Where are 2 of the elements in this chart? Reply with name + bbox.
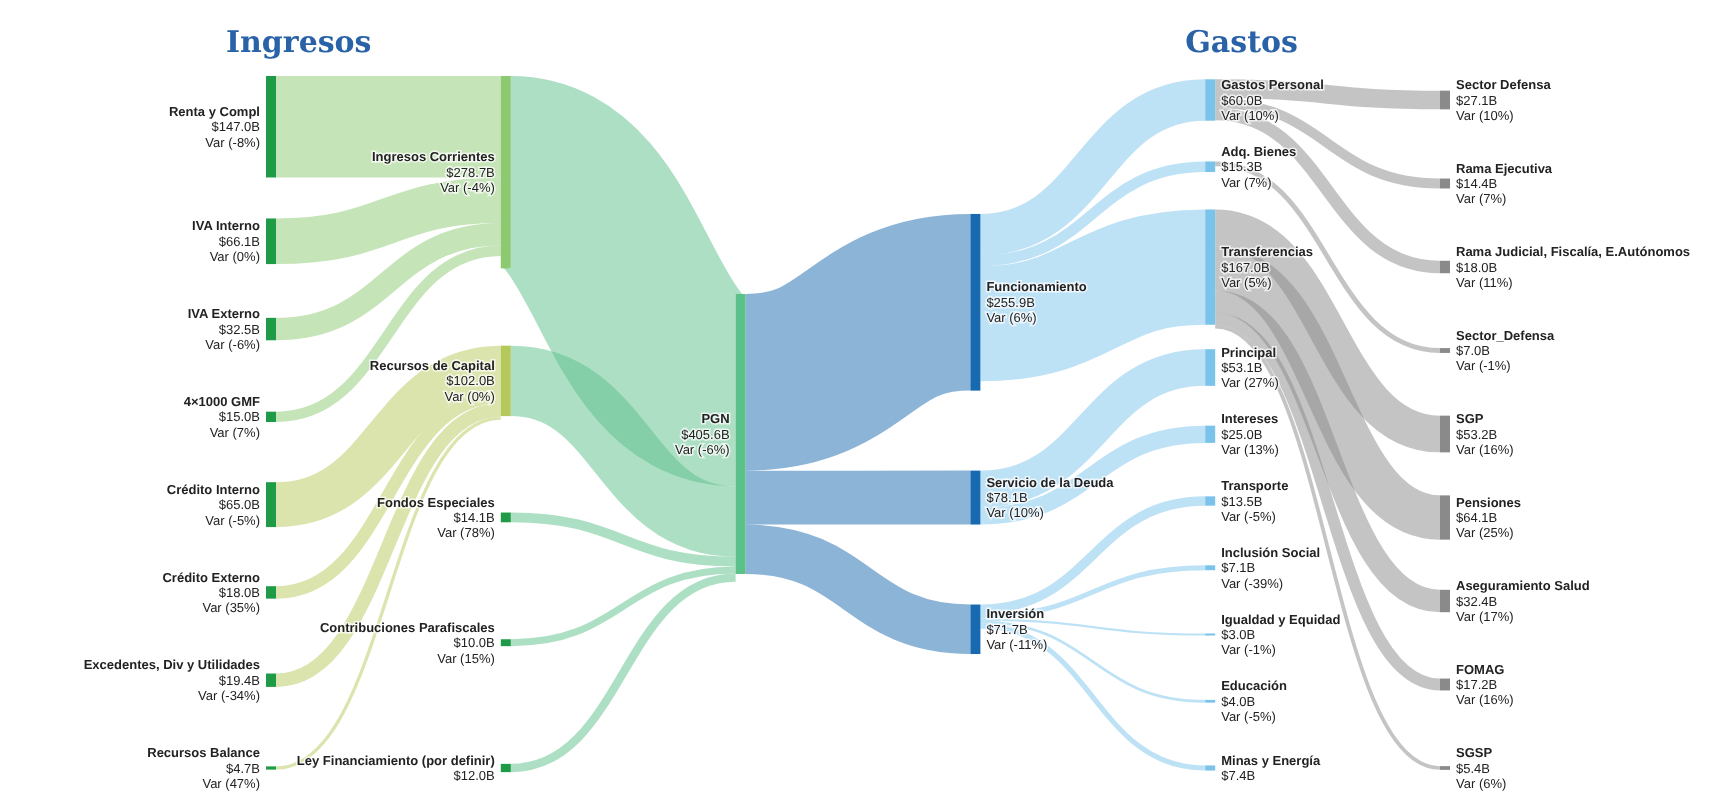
- text: Ingresos: [226, 24, 372, 60]
- text: Gastos: [1185, 24, 1298, 60]
